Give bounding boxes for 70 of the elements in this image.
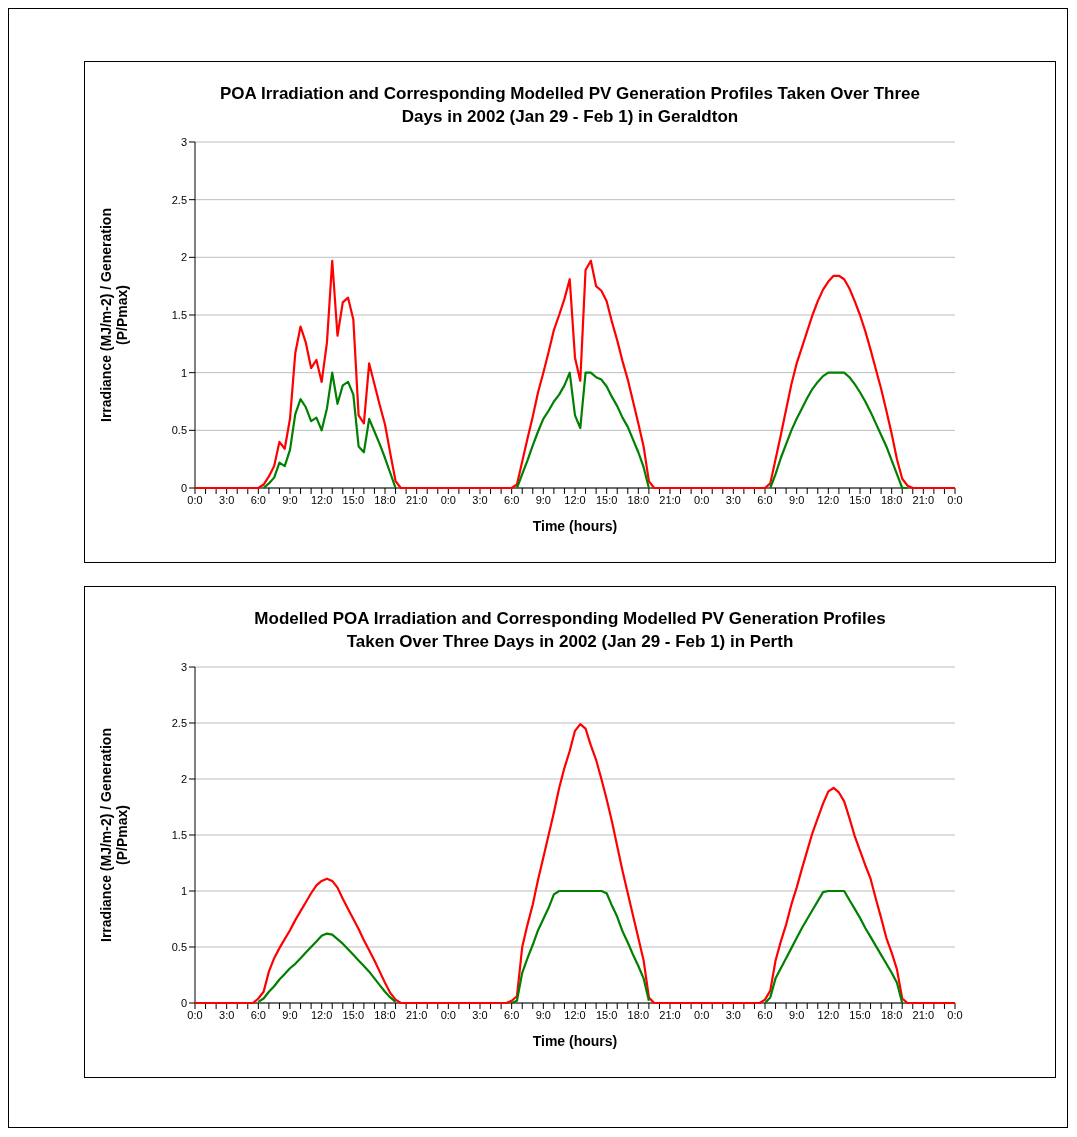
y-tick-label: 2: [180, 772, 187, 785]
y-tick-label: 1.5: [171, 308, 187, 321]
y-tick-label: 2: [180, 251, 187, 264]
x-tick-label: 6:0: [757, 1008, 773, 1021]
x-tick-label: 9:0: [282, 493, 298, 506]
x-tick-label: 6:0: [250, 1008, 266, 1021]
x-tick-label: 12:0: [310, 493, 333, 506]
chart-title: POA Irradiation and Corresponding Modelled PV Generation Profiles Taken Over Three Days in 2002 (Jan 29 - Feb 1) in Geraldton: [219, 83, 921, 128]
x-tick-label: 18:0: [627, 1008, 650, 1021]
x-tick-label: 9:0: [535, 493, 551, 506]
x-tick-label: 18:0: [374, 493, 396, 506]
y-axis-title: Irradiance (MJ/m-2) / Generation (P/Pmax): [98, 208, 130, 422]
x-tick-label: 3:0: [219, 1008, 235, 1021]
y-tick-label: 2.5: [171, 716, 187, 729]
x-tick-label: 18:0: [880, 493, 903, 506]
x-tick-label: 21:0: [405, 1008, 428, 1021]
x-tick-label: 0:0: [187, 1008, 203, 1021]
x-tick-label: 21:0: [912, 493, 935, 506]
x-tick-label: 0:0: [947, 493, 963, 506]
x-tick-label: 3:0: [472, 1008, 488, 1021]
x-tick-label: 0:0: [947, 1008, 963, 1021]
y-axis-title: Irradiance (MJ/m-2) / Generation (P/Pmax): [98, 728, 130, 942]
x-tick-label: 0:0: [187, 493, 203, 506]
y-tick-label: 2.5: [171, 193, 187, 206]
x-tick-label: 18:0: [880, 1008, 903, 1021]
x-tick-label: 15:0: [595, 1008, 618, 1021]
chart-title: Modelled POA Irradiation and Corresponding Modelled PV Generation Profiles Taken Over Three Days in 2002 (Jan 29 - Feb 1) in Perth: [253, 608, 887, 653]
x-tick-label: 0:0: [440, 1008, 456, 1021]
x-tick-label: 15:0: [849, 1008, 871, 1021]
x-tick-label: 6:0: [504, 493, 520, 506]
x-tick-label: 15:0: [849, 493, 871, 506]
x-tick-label: 15:0: [342, 493, 365, 506]
x-tick-label: 21:0: [659, 1008, 681, 1021]
x-tick-label: 6:0: [757, 493, 773, 506]
x-tick-label: 12:0: [817, 1008, 840, 1021]
x-axis-title: Time (hours): [532, 1033, 618, 1049]
x-tick-label: 12:0: [564, 493, 586, 506]
y-tick-label: 1.5: [171, 828, 187, 841]
x-tick-label: 3:0: [472, 493, 488, 506]
x-tick-label: 0:0: [694, 1008, 710, 1021]
x-tick-label: 3:0: [725, 1008, 741, 1021]
x-tick-label: 9:0: [789, 1008, 805, 1021]
x-tick-label: 12:0: [310, 1008, 333, 1021]
x-tick-label: 6:0: [504, 1008, 520, 1021]
x-tick-label: 3:0: [219, 493, 235, 506]
y-tick-label: 0.5: [171, 424, 187, 437]
x-tick-label: 12:0: [817, 493, 840, 506]
x-tick-label: 6:0: [250, 493, 266, 506]
y-tick-label: 3: [180, 660, 187, 673]
x-tick-label: 21:0: [405, 493, 428, 506]
x-tick-label: 3:0: [725, 493, 741, 506]
x-axis-title: Time (hours): [532, 518, 618, 534]
x-tick-label: 12:0: [564, 1008, 586, 1021]
x-tick-label: 21:0: [912, 1008, 935, 1021]
x-tick-label: 9:0: [789, 493, 805, 506]
x-tick-label: 15:0: [342, 1008, 365, 1021]
x-tick-label: 0:0: [694, 493, 710, 506]
x-tick-label: 18:0: [374, 1008, 396, 1021]
y-tick-label: 0.5: [171, 940, 187, 953]
x-tick-label: 9:0: [535, 1008, 551, 1021]
x-tick-label: 15:0: [595, 493, 618, 506]
y-tick-label: 1: [180, 366, 187, 379]
x-tick-label: 0:0: [440, 493, 456, 506]
y-tick-label: 0: [180, 481, 187, 494]
x-tick-label: 18:0: [627, 493, 650, 506]
y-tick-label: 1: [180, 884, 187, 897]
y-tick-label: 3: [180, 135, 187, 148]
x-tick-label: 21:0: [659, 493, 681, 506]
x-tick-label: 9:0: [282, 1008, 298, 1021]
y-tick-label: 0: [180, 996, 187, 1009]
